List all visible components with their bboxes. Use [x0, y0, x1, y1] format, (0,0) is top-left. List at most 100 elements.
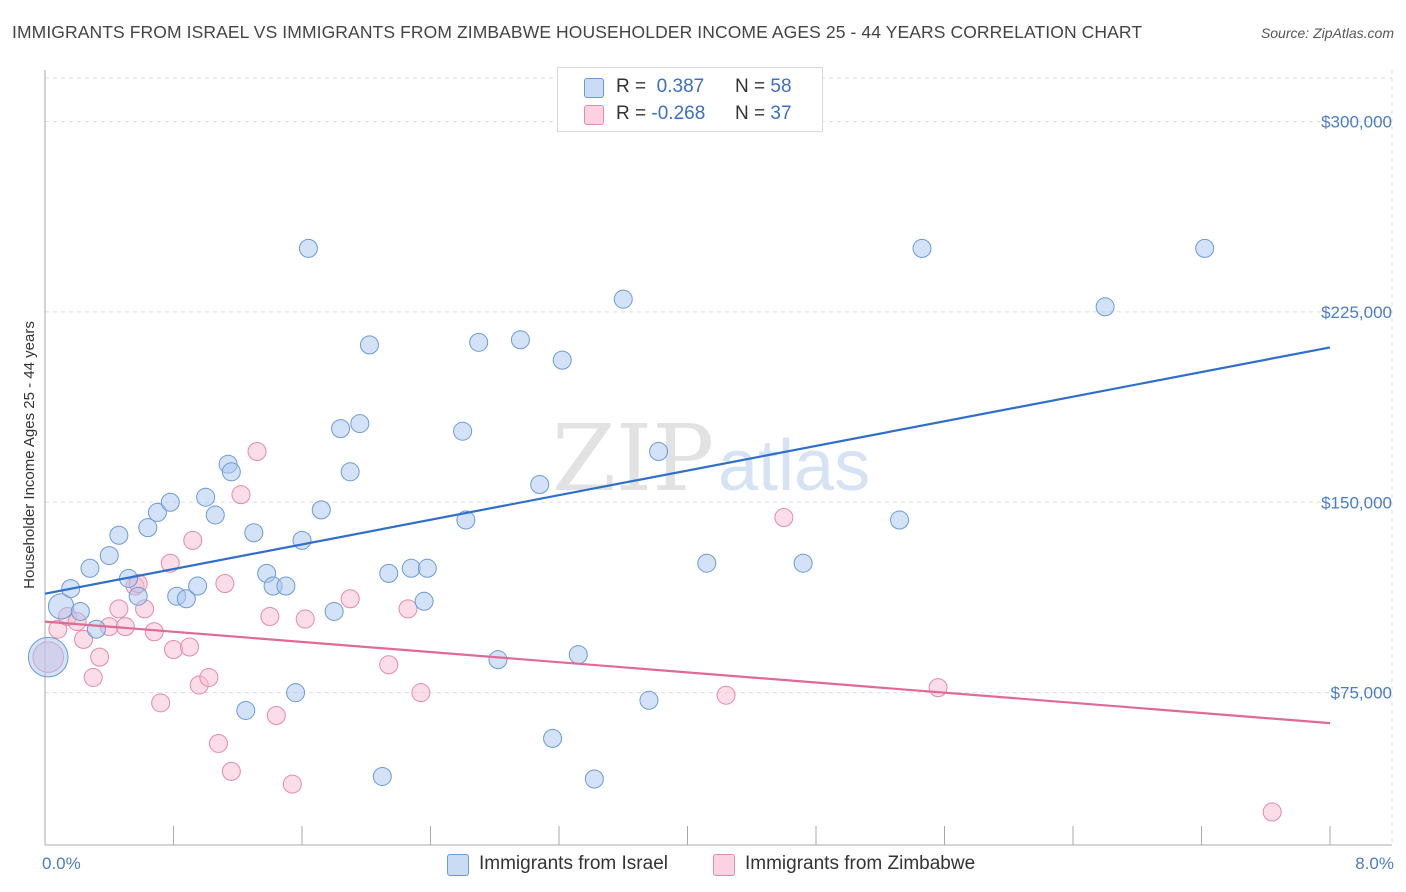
israel-point-9: [128, 586, 148, 606]
zimbabwe-point-23: [221, 761, 241, 781]
israel-point-54: [890, 510, 910, 530]
israel-point-52: [697, 553, 717, 573]
zimbabwe-point-28: [282, 774, 302, 794]
israel-point-24: [276, 576, 296, 596]
israel-point-25: [286, 683, 306, 703]
israel-point-31: [340, 462, 360, 482]
watermark-atlas: atlas: [718, 426, 870, 506]
y-tick-label-1: $150,000: [1321, 493, 1392, 512]
legend-r-value-zimbabwe: -0.268: [651, 103, 706, 124]
zimbabwe-point-20: [199, 667, 219, 687]
zimbabwe-point-29: [295, 609, 315, 629]
israel-point-16: [196, 487, 216, 507]
israel-point-4: [80, 558, 100, 578]
watermark-zip: ZIP: [552, 405, 714, 512]
legend-swatch-zimbabwe: [584, 105, 604, 125]
zimbabwe-point-16: [164, 640, 183, 660]
zimbabwe-point-4: [74, 629, 94, 649]
israel-point-14: [176, 589, 196, 609]
israel-point-53: [793, 553, 813, 573]
zimbabwe-point-5: [83, 667, 103, 687]
israel-point-29: [324, 601, 344, 621]
zimbabwe-point-27: [266, 706, 286, 726]
series-name-zimbabwe: Immigrants from Zimbabwe: [745, 853, 976, 874]
israel-point-40: [456, 510, 476, 530]
israel-point-28: [311, 500, 331, 520]
series-name-israel: Immigrants from Israel: [479, 853, 668, 874]
zimbabwe-point-33: [411, 683, 431, 703]
x-tick-label-1: 8.0%: [1355, 854, 1394, 873]
zimbabwe-point-1: [48, 619, 68, 639]
legend-n-label-israel: N =: [735, 76, 766, 97]
israel-point-43: [510, 330, 530, 350]
israel-point-47: [568, 645, 588, 665]
israel-point-56: [1095, 297, 1115, 317]
israel-point-38: [417, 558, 437, 578]
x-tick-labels: 0.0% 8.0%: [42, 854, 1394, 873]
israel-point-36: [401, 558, 421, 578]
zimbabwe-point-31: [379, 655, 399, 675]
israel-point-48: [584, 769, 604, 789]
trend-lines: [44, 346, 1331, 725]
zimbabwe-point-36: [928, 678, 948, 698]
israel-point-32: [350, 414, 370, 434]
zimbabwe-point-22: [215, 574, 235, 594]
zimbabwe-point-30: [340, 589, 360, 609]
israel-point-17: [205, 505, 225, 525]
israel-point-12: [160, 492, 180, 512]
israel-point-42: [488, 650, 508, 670]
legend-r-value-israel: 0.387: [656, 76, 705, 97]
zimbabwe-point-26: [260, 607, 280, 627]
israel-point-41: [469, 332, 489, 352]
series-swatch-zimbabwe: [713, 854, 735, 876]
correlation-legend: R = 0.387 N = 58 R = -0.268 N = 37: [557, 67, 823, 132]
israel-point-55: [912, 238, 932, 258]
israel-point-34: [372, 766, 392, 786]
israel-point-44: [530, 475, 550, 495]
legend-r-label-israel: R =: [616, 76, 647, 97]
y-tick-label-2: $225,000: [1321, 303, 1392, 322]
legend-n-value-israel: 58: [770, 76, 792, 97]
israel-point-21: [244, 523, 264, 543]
zimbabwe-point-8: [109, 599, 129, 619]
series-swatch-israel: [447, 854, 469, 876]
y-axis-label: Householder Income Ages 25 - 44 years: [21, 321, 38, 589]
source-label: Source: ZipAtlas.com: [1260, 25, 1394, 41]
israel-point-50: [639, 690, 659, 710]
zimbabwe-point-34: [716, 685, 736, 705]
israel-trend-line: [44, 346, 1331, 595]
israel-point-6: [99, 546, 119, 566]
y-tick-labels: $75,000 $150,000 $225,000 $300,000: [1321, 112, 1392, 702]
zimbabwe-point-25: [247, 442, 267, 461]
israel-point-5: [86, 619, 106, 639]
israel-point-35: [379, 563, 399, 583]
zimbabwe-point-24: [231, 485, 251, 505]
israel-point-46: [552, 350, 572, 370]
israel-point-45: [543, 728, 563, 748]
legend-row-israel: R = 0.387 N = 58: [558, 74, 822, 102]
israel-point-51: [649, 442, 669, 461]
israel-point-19: [221, 462, 241, 482]
israel-point-20: [236, 700, 256, 720]
zimbabwe-point-37: [1262, 802, 1282, 822]
israel-point-11: [147, 502, 167, 522]
zimbabwe-point-18: [183, 530, 203, 550]
israel-point-39: [453, 421, 473, 441]
israel-point-33: [359, 335, 379, 355]
israel-point-37: [414, 591, 434, 611]
legend-r-label-zimbabwe: R =: [616, 103, 647, 124]
israel-point-57: [1195, 238, 1215, 258]
israel-point-0: [27, 636, 69, 678]
x-tick-label-0: 0.0%: [42, 854, 81, 873]
israel-point-15: [188, 576, 208, 596]
israel-point-30: [331, 419, 351, 439]
israel-point-7: [109, 525, 129, 545]
legend-n-label-zimbabwe: N =: [735, 103, 766, 124]
israel-points: [27, 238, 1215, 789]
zimbabwe-point-35: [774, 508, 794, 528]
chart-title: IMMIGRANTS FROM ISRAEL VS IMMIGRANTS FRO…: [12, 22, 1143, 42]
legend-row-zimbabwe: R = -0.268 N = 37: [558, 101, 822, 129]
series-legend: Immigrants from Israel Immigrants from Z…: [0, 852, 1406, 878]
israel-point-3: [70, 601, 90, 621]
